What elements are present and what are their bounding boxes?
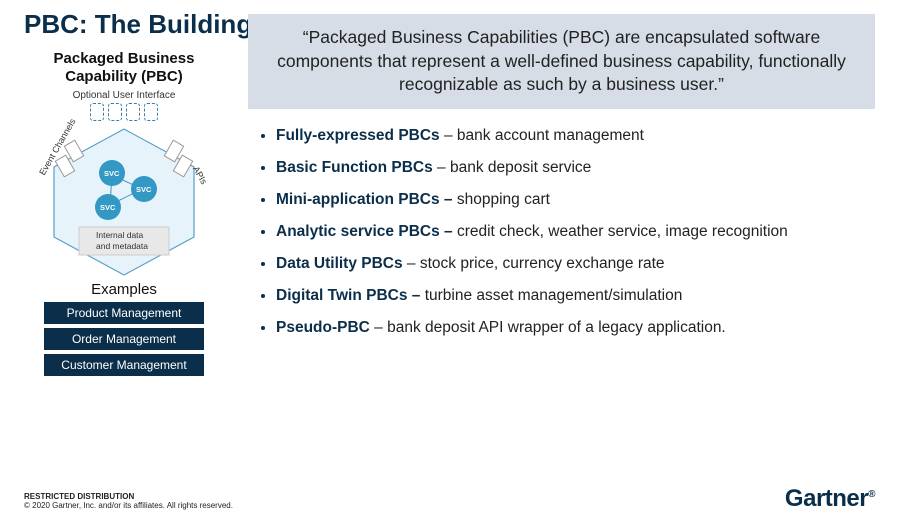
bullet-bold: Fully-expressed PBCs (276, 127, 440, 144)
bullet-item: Mini-application PBCs – shopping cart (276, 191, 875, 209)
quote-box: “Packaged Business Capabilities (PBC) ar… (248, 14, 875, 109)
bullet-item: Pseudo-PBC – bank deposit API wrapper of… (276, 319, 875, 337)
bullet-item: Data Utility PBCs – stock price, currenc… (276, 255, 875, 273)
svg-text:SVC: SVC (104, 169, 120, 178)
bullet-rest: turbine asset management/simulation (425, 287, 683, 304)
svg-text:and metadata: and metadata (96, 241, 148, 251)
bullet-rest: credit check, weather service, image rec… (457, 223, 788, 240)
slide: PBC: The Building Blocks Of The Composab… (0, 0, 899, 521)
bullet-bold: Digital Twin PBCs – (276, 287, 425, 304)
bullet-bold: Pseudo-PBC (276, 319, 370, 336)
bullet-bold: Basic Function PBCs (276, 159, 433, 176)
example-item: Customer Management (44, 354, 204, 376)
bullet-item: Basic Function PBCs – bank deposit servi… (276, 159, 875, 177)
footer-line1: RESTRICTED DISTRIBUTION (24, 492, 233, 502)
bullet-bold: Mini-application PBCs – (276, 191, 457, 208)
bullet-list: Fully-expressed PBCs – bank account mana… (276, 127, 875, 337)
bullet-bold: Data Utility PBCs (276, 255, 403, 272)
pbc-label: Packaged Business Capability (PBC) (54, 50, 195, 86)
bullet-rest: – bank account management (440, 127, 644, 144)
svg-text:SVC: SVC (100, 203, 116, 212)
left-column: Packaged Business Capability (PBC) Optio… (24, 44, 224, 376)
bullet-item: Fully-expressed PBCs – bank account mana… (276, 127, 875, 145)
bullet-item: Digital Twin PBCs – turbine asset manage… (276, 287, 875, 305)
bullet-rest: – stock price, currency exchange rate (403, 255, 665, 272)
bullet-rest: shopping cart (457, 191, 550, 208)
bullet-rest: – bank deposit service (433, 159, 592, 176)
examples-label: Examples (91, 281, 157, 298)
pbc-label-line1: Packaged Business (54, 50, 195, 67)
bullet-bold: Analytic service PBCs – (276, 223, 457, 240)
content-row: Packaged Business Capability (PBC) Optio… (24, 44, 875, 376)
bullet-rest: – bank deposit API wrapper of a legacy a… (370, 319, 726, 336)
examples-list: Product Management Order Management Custom… (44, 298, 204, 376)
right-column: “Packaged Business Capabilities (PBC) ar… (248, 44, 875, 376)
example-item: Order Management (44, 328, 204, 350)
hexagon-diagram: Event Channels APIs SVC SVC SVC Internal… (34, 117, 214, 277)
gartner-logo: Gartner® (785, 485, 875, 513)
footer-line2: © 2020 Gartner, Inc. and/or its affiliat… (24, 501, 233, 511)
pbc-label-line2: Capability (PBC) (65, 68, 183, 85)
footer: RESTRICTED DISTRIBUTION © 2020 Gartner, … (24, 492, 233, 511)
optional-ui-label: Optional User Interface (73, 90, 176, 101)
example-item: Product Management (44, 302, 204, 324)
svg-text:Internal data: Internal data (96, 230, 144, 240)
svg-text:SVC: SVC (136, 185, 152, 194)
bullet-item: Analytic service PBCs – credit check, we… (276, 223, 875, 241)
